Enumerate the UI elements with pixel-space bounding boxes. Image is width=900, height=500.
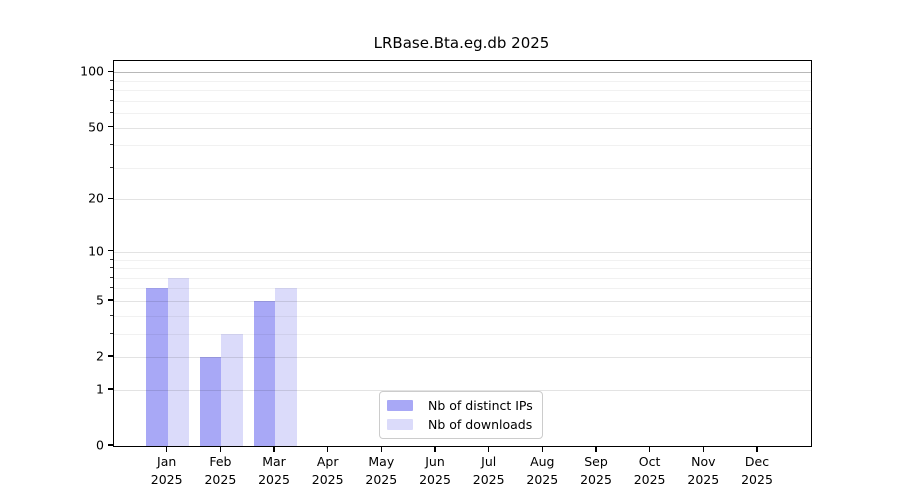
gridline-major	[114, 199, 811, 201]
y-minor-tick	[110, 112, 113, 113]
bar	[167, 277, 190, 446]
gridline-minor	[114, 113, 811, 114]
x-tick	[488, 446, 490, 452]
x-tick	[327, 446, 329, 452]
y-minor-tick	[110, 332, 113, 334]
y-tick-label: 5	[96, 292, 104, 308]
x-tick	[756, 446, 758, 452]
gridline-minor	[114, 100, 811, 102]
legend: Nb of distinct IPs Nb of downloads	[379, 391, 543, 439]
bar	[199, 357, 222, 446]
y-tick-label: 1	[96, 381, 104, 397]
y-tick-label: 50	[88, 119, 104, 134]
gridline-minor	[114, 167, 811, 169]
gridline-minor	[114, 333, 811, 335]
x-tick-label: Dec 2025	[741, 454, 773, 488]
legend-swatch-downloads	[387, 419, 413, 430]
y-minor-tick	[110, 314, 113, 316]
gridline-major	[114, 300, 811, 302]
x-tick	[702, 446, 704, 452]
gridline-major	[114, 127, 811, 129]
bar	[146, 288, 168, 446]
gridline-major	[114, 251, 811, 253]
gridline-minor	[114, 268, 811, 269]
y-minor-tick	[110, 89, 113, 90]
x-tick	[434, 446, 436, 452]
legend-item-distinct-ips: Nb of distinct IPs	[387, 398, 533, 413]
x-tick-label: Jan 2025	[150, 454, 183, 488]
gridline-major	[114, 72, 811, 74]
legend-label-distinct-ips: Nb of distinct IPs	[428, 398, 533, 413]
x-tick-label: Nov 2025	[687, 454, 720, 488]
gridline-minor	[114, 259, 811, 261]
y-tick	[108, 299, 113, 301]
y-tick	[108, 250, 113, 252]
y-tick-label: 0	[96, 437, 104, 453]
gridline-minor	[114, 90, 811, 91]
y-tick	[108, 197, 113, 200]
x-tick	[541, 446, 543, 452]
y-tick-label: 2	[96, 348, 104, 364]
x-tick	[595, 446, 597, 452]
y-minor-tick	[110, 166, 113, 168]
chart-title: LRBase.Bta.eg.db 2025	[373, 34, 550, 52]
y-minor-tick	[110, 267, 113, 268]
gridline-minor	[114, 288, 811, 290]
x-tick	[166, 446, 168, 452]
x-tick	[380, 446, 382, 452]
y-minor-tick	[110, 258, 113, 260]
legend-swatch-distinct-ips	[387, 400, 413, 411]
x-tick-label: Sep 2025	[580, 454, 612, 488]
legend-label-downloads: Nb of downloads	[428, 417, 533, 432]
x-tick-label: Jul 2025	[472, 454, 505, 488]
x-tick-label: Apr 2025	[311, 454, 344, 488]
bar	[253, 300, 275, 446]
y-tick-label: 20	[88, 190, 104, 206]
x-tick-label: May 2025	[365, 454, 398, 488]
x-tick	[219, 446, 222, 452]
y-minor-tick	[110, 144, 113, 146]
bar	[275, 288, 297, 446]
gridline-minor	[114, 277, 811, 279]
gridline-minor	[114, 145, 811, 147]
x-tick	[273, 446, 275, 452]
y-minor-tick	[110, 276, 113, 278]
y-minor-tick	[110, 99, 113, 101]
y-minor-tick	[110, 79, 113, 81]
y-tick	[108, 444, 113, 446]
legend-item-downloads: Nb of downloads	[387, 417, 533, 432]
gridline-minor	[114, 80, 811, 82]
y-tick-label: 10	[88, 243, 104, 259]
x-tick-label: Oct 2025	[633, 454, 666, 488]
y-tick	[108, 125, 113, 128]
y-tick-label: 100	[80, 63, 104, 79]
y-tick	[108, 70, 113, 72]
bar	[221, 333, 243, 446]
x-tick-label: Mar 2025	[258, 454, 290, 488]
plot-area: Nb of distinct IPs Nb of downloads	[113, 60, 812, 447]
y-tick	[108, 388, 113, 390]
x-tick-label: Aug 2025	[526, 454, 559, 488]
x-tick-label: Feb 2025	[204, 454, 237, 488]
x-tick-label: Jun 2025	[419, 454, 451, 488]
y-minor-tick	[110, 287, 113, 289]
y-tick	[108, 355, 113, 357]
gridline-minor	[114, 315, 811, 317]
x-tick	[648, 446, 651, 452]
